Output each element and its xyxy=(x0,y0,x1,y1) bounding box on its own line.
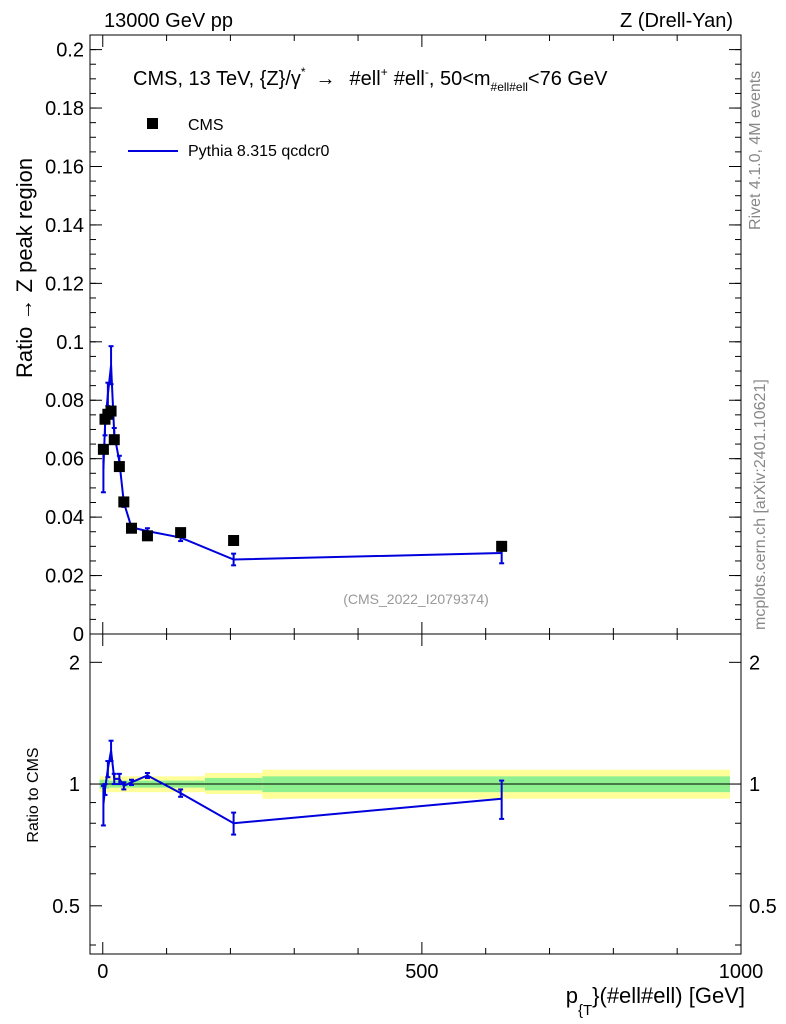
title-star: * xyxy=(301,65,306,79)
mcplots-label: mcplots.cern.ch [arXiv:2401.10621] xyxy=(752,379,769,630)
cms-point xyxy=(125,522,137,534)
title-plus: + xyxy=(381,65,388,79)
main-panel: 0 0.02 0.04 0.06 0.08 0.1 0.12 0.14 0.16 0.18 0.2 xyxy=(45,34,742,646)
ratio-y-tick-label: 0.5 xyxy=(52,896,80,918)
x-label-p: p xyxy=(566,983,578,1008)
title-minus: - xyxy=(425,65,429,79)
main-y-tick-label: 0.2 xyxy=(56,40,84,62)
legend-cms-marker xyxy=(147,118,158,129)
title-main: CMS, 13 TeV, {Z}/γ xyxy=(133,68,301,90)
rivet-label: Rivet 4.1.0, 4M events xyxy=(747,71,764,230)
ratio-y-tick-label: 2 xyxy=(69,652,80,674)
ratio-ticks: 0.5 0.5 1 1 2 2 0 500 1000 xyxy=(52,634,777,983)
x-tick-label: 0 xyxy=(97,961,108,983)
ratio-series xyxy=(100,739,505,836)
ratio-panel-frame xyxy=(89,633,742,955)
cms-point xyxy=(175,527,187,539)
title-arrow: → xyxy=(316,68,336,90)
cms-point xyxy=(118,496,130,508)
main-y-tick-label: 0.06 xyxy=(45,449,84,471)
ratio-y-tick-label: 1 xyxy=(69,774,80,796)
ratio-bands xyxy=(90,769,741,799)
main-y-tick-label: 0.18 xyxy=(45,98,84,120)
mc-line xyxy=(102,365,502,561)
cms-point xyxy=(97,443,109,455)
legend: CMS Pythia 8.315 qcdcr0 xyxy=(128,117,330,160)
ratio-y-tick-label-right: 0.5 xyxy=(749,896,777,918)
cms-point xyxy=(496,540,508,552)
title-mid: , 50<m xyxy=(429,68,491,90)
main-y-tick-label: 0 xyxy=(73,624,84,646)
main-series xyxy=(97,345,508,567)
main-y-label: Ratio → Z peak region xyxy=(12,158,37,378)
legend-cms-label: CMS xyxy=(188,117,224,134)
x-label-rest: }(#ell#ell) [GeV] xyxy=(592,983,745,1008)
x-label-sub: {T xyxy=(578,1002,592,1019)
ratio-y-tick-label-right: 2 xyxy=(749,652,760,674)
main-y-tick-label: 0.16 xyxy=(45,156,84,178)
header-left: 13000 GeV pp xyxy=(104,10,233,32)
x-axis-label: p{T}(#ell#ell) [GeV] xyxy=(566,983,745,1019)
cms-point xyxy=(108,434,120,446)
cms-point xyxy=(228,534,240,546)
main-y-tick-label: 0.02 xyxy=(45,566,84,588)
title-ell2: #ell xyxy=(394,68,425,90)
ratio-y-tick-label-right: 1 xyxy=(749,774,760,796)
ratio-y-label: Ratio to CMS xyxy=(25,747,42,842)
main-y-ticks: 0 0.02 0.04 0.06 0.08 0.1 0.12 0.14 0.16 0.18 0.2 xyxy=(45,34,742,646)
cms-point xyxy=(141,530,153,542)
x-tick-label: 1000 xyxy=(719,961,764,983)
x-tick-label: 500 xyxy=(405,961,438,983)
header-right: Z (Drell-Yan) xyxy=(620,10,733,32)
cms-point xyxy=(113,461,125,473)
main-y-tick-label: 0.04 xyxy=(45,507,84,529)
cms-point xyxy=(105,405,117,417)
ratio-panel: 0.5 0.5 1 1 2 2 0 500 1000 xyxy=(52,633,777,983)
main-y-tick-label: 0.1 xyxy=(56,332,84,354)
title-sub: #ell#ell xyxy=(491,80,528,94)
title-ell1: #ell xyxy=(350,68,381,90)
main-y-tick-label: 0.14 xyxy=(45,215,84,237)
main-y-tick-label: 0.12 xyxy=(45,273,84,295)
watermark: (CMS_2022_I2079374) xyxy=(343,591,489,607)
title-end: <76 GeV xyxy=(528,68,608,90)
main-title: CMS, 13 TeV, {Z}/γ* → #ell+ #ell-, 50<m#ell… xyxy=(133,65,608,94)
main-y-tick-label: 0.08 xyxy=(45,390,84,412)
legend-mc-label: Pythia 8.315 qcdcr0 xyxy=(188,143,330,160)
